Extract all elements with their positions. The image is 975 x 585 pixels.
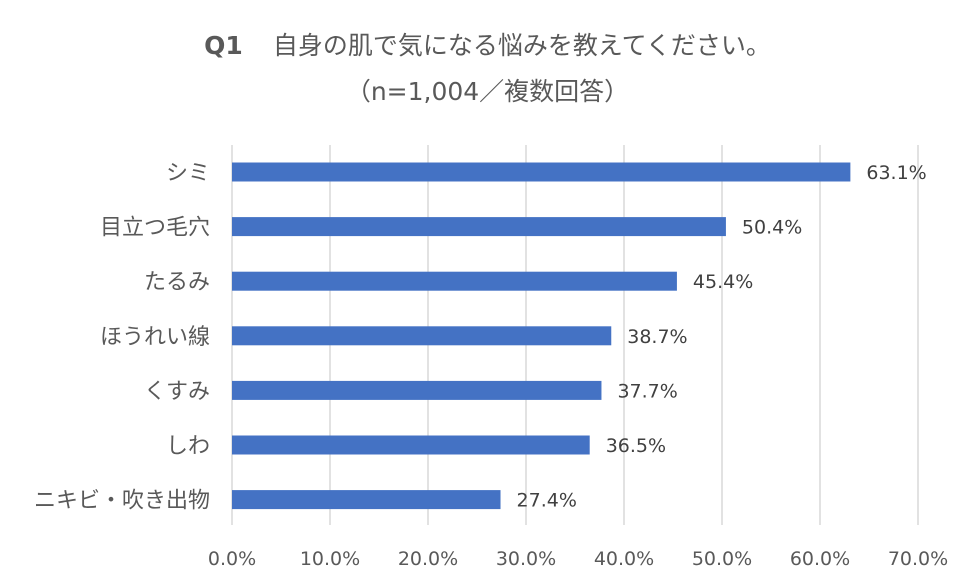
value-label: 63.1% — [866, 162, 926, 184]
bar — [232, 217, 726, 237]
question-number: Q1 — [204, 31, 243, 60]
value-label: 45.4% — [693, 271, 753, 293]
category-label: シミ — [166, 161, 210, 186]
category-label: しわ — [166, 434, 210, 459]
category-label: くすみ — [144, 379, 210, 404]
value-label: 36.5% — [606, 435, 666, 457]
x-tick-label: 50.0% — [692, 548, 752, 570]
chart-subtitle: （n=1,004／複数回答） — [345, 77, 630, 106]
bar — [232, 490, 501, 510]
x-tick-label: 20.0% — [398, 548, 458, 570]
value-label: 38.7% — [627, 326, 687, 348]
x-tick-label: 70.0% — [888, 548, 948, 570]
chart-title: Q1 自身の肌で気になる悩みを教えてください。 — [0, 26, 975, 62]
x-tick-label: 30.0% — [496, 548, 556, 570]
value-label: 37.7% — [617, 380, 677, 402]
category-label: ニキビ・吹き出物 — [34, 489, 210, 514]
value-label: 27.4% — [517, 490, 577, 512]
category-label: 目立つ毛穴 — [100, 216, 210, 241]
x-tick-label: 60.0% — [790, 548, 850, 570]
question-text: 自身の肌で気になる悩みを教えてください。 — [272, 31, 771, 60]
category-label: たるみ — [144, 270, 210, 295]
bar — [232, 326, 612, 346]
bar — [232, 271, 677, 291]
x-tick-label: 40.0% — [594, 548, 654, 570]
bar — [232, 380, 602, 400]
category-label: ほうれい線 — [100, 325, 210, 350]
x-tick-label: 0.0% — [208, 548, 256, 570]
bar — [232, 162, 851, 182]
x-tick-label: 10.0% — [300, 548, 360, 570]
value-label: 50.4% — [742, 217, 802, 239]
bar — [232, 435, 590, 455]
